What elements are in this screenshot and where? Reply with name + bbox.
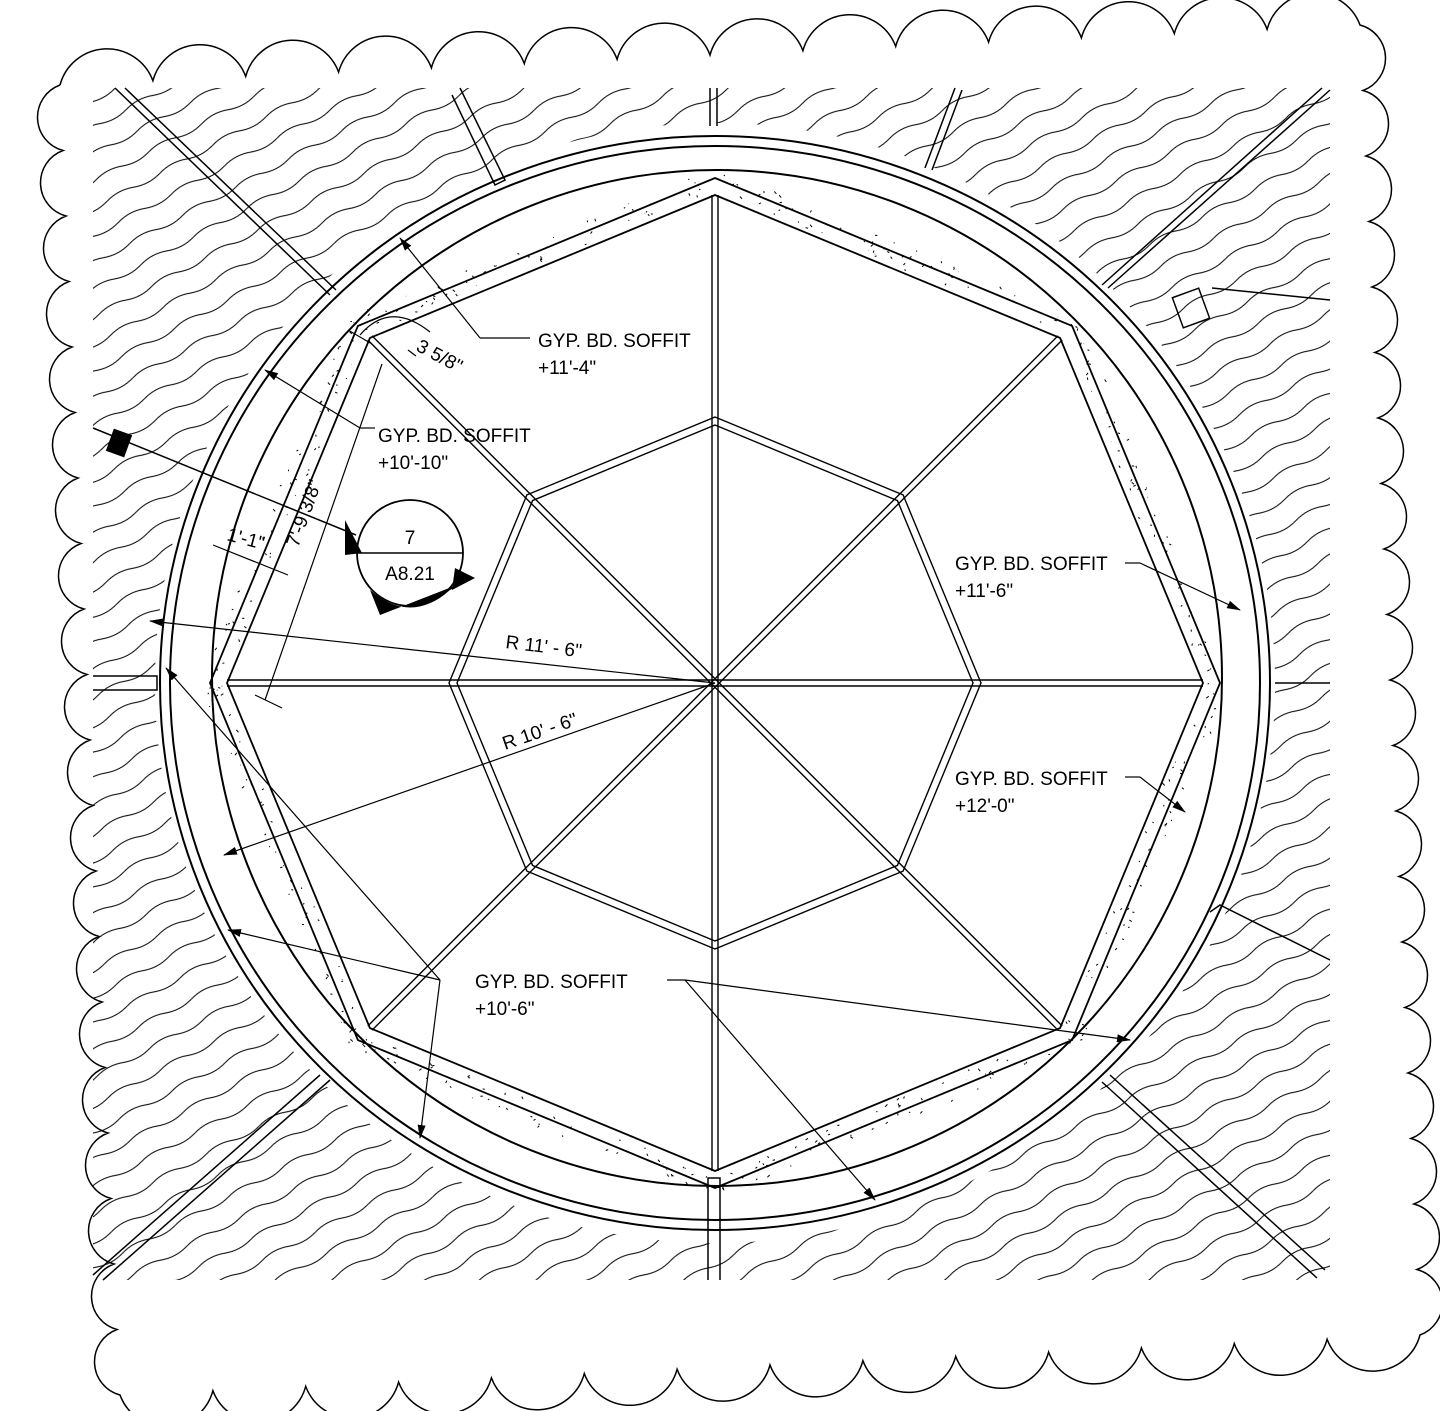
soffit-2-elev: +10'-10"	[378, 453, 448, 474]
soffit-3-name: GYP. BD. SOFFIT	[955, 554, 1108, 575]
soffit-labels: GYP. BD. SOFFIT +11'-4" GYP. BD. SOFFIT …	[378, 331, 1108, 1020]
soffit-5-elev: +10'-6"	[475, 999, 535, 1020]
octagon-band	[209, 177, 1221, 1189]
dome-rings	[159, 135, 1271, 1231]
frame-lines	[92, 87, 1331, 1281]
soffit-texture	[207, 174, 1217, 1191]
soffit-3-elev: +11'-6"	[955, 581, 1013, 602]
soffit-2-name: GYP. BD. SOFFIT	[378, 426, 531, 447]
soffit-1-name: GYP. BD. SOFFIT	[538, 331, 691, 352]
revision-cloud	[36, 0, 1440, 1411]
section-marker: 7 A8.21	[345, 499, 475, 615]
soffit-4-name: GYP. BD. SOFFIT	[955, 769, 1108, 790]
soffit-4-elev: +12'-0"	[955, 796, 1015, 817]
section-number: 7	[405, 528, 416, 549]
leaders	[149, 237, 1241, 1201]
soffit-5-name: GYP. BD. SOFFIT	[475, 972, 628, 993]
section-sheet: A8.21	[385, 564, 435, 585]
ribs	[227, 195, 1203, 1171]
soffit-1-elev: +11'-4"	[538, 358, 596, 379]
